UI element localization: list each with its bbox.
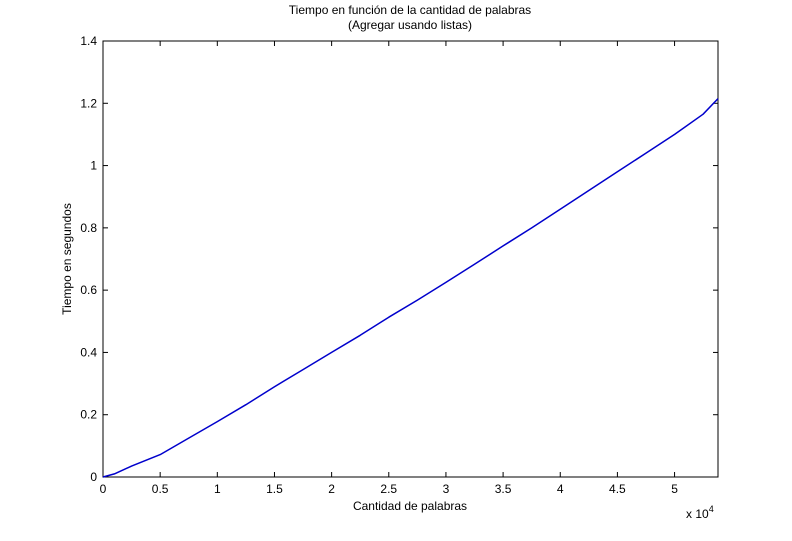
y-tick-label: 0.6 [80, 283, 97, 297]
x-tick-label: 0 [100, 482, 107, 496]
x-tick-label: 2.5 [380, 482, 397, 496]
y-tick-label: 1 [90, 159, 97, 173]
y-tick-label: 0.2 [80, 408, 97, 422]
y-tick-label: 0 [90, 470, 97, 484]
y-tick-label: 0.8 [80, 221, 97, 235]
x-tick-label: 1 [214, 482, 221, 496]
x-tick-label: 1.5 [266, 482, 283, 496]
x-tick-label: 0.5 [152, 482, 169, 496]
x-axis-label: Cantidad de palabras [353, 499, 467, 513]
x-tick-label: 5 [671, 482, 678, 496]
x-exponent-base: x 10 [686, 507, 709, 521]
axes-box [102, 40, 719, 478]
x-tick-label: 4.5 [609, 482, 626, 496]
x-exponent-power: 4 [709, 504, 714, 514]
y-tick-label: 1.2 [80, 96, 97, 110]
y-tick-label: 1.4 [80, 34, 97, 48]
y-axis-label: Tiempo en segundos [60, 203, 74, 315]
x-tick-label: 4 [557, 482, 564, 496]
x-exponent-label: x 104 [686, 504, 714, 521]
y-tick-label: 0.4 [80, 345, 97, 359]
series-layer [102, 98, 719, 478]
chart-title: Tiempo en función de la cantidad de pala… [289, 3, 531, 17]
series-line [102, 98, 719, 478]
x-tick-label: 3.5 [495, 482, 512, 496]
x-tick-label: 3 [443, 482, 450, 496]
axis-ticks: 0 0.5 1 1.5 2 2.5 3 3.5 4 4.5 5 0 0.2 0.4 0.6 0.8 1 1.2 1.… [80, 34, 718, 496]
chart-subtitle: (Agregar usando listas) [348, 18, 472, 32]
x-tick-label: 2 [328, 482, 335, 496]
